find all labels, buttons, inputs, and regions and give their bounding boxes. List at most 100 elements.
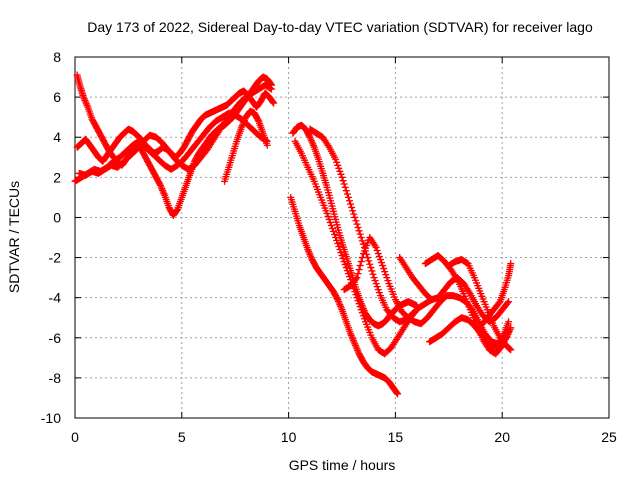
- data-point-interp: [351, 288, 359, 296]
- data-point: [507, 260, 515, 268]
- data-point-interp: [356, 262, 364, 270]
- data-point-interp: [371, 242, 379, 250]
- data-point-interp: [354, 270, 362, 278]
- y-tick-label: 6: [53, 89, 61, 105]
- data-point-interp: [333, 294, 341, 302]
- data-point-interp: [353, 345, 361, 353]
- data-point-interp: [333, 158, 341, 166]
- data-point: [505, 318, 513, 326]
- data-point-interp: [393, 389, 401, 397]
- data-point-interp: [158, 185, 166, 193]
- data-point-interp: [384, 277, 392, 285]
- data-point: [334, 296, 342, 304]
- data-point-interp: [327, 221, 335, 229]
- data-point-interp: [380, 265, 388, 273]
- data-point: [505, 298, 513, 306]
- data-point: [502, 334, 510, 342]
- data-point-interp: [353, 220, 361, 228]
- data-point: [355, 300, 363, 308]
- data-point-interp: [82, 100, 90, 108]
- data-point-interp: [80, 95, 88, 103]
- data-point: [156, 181, 164, 189]
- y-tick-label: 4: [53, 129, 61, 145]
- data-point-interp: [305, 249, 313, 257]
- data-point-interp: [350, 285, 358, 293]
- data-point-interp: [352, 217, 360, 225]
- data-point-interp: [335, 164, 343, 172]
- data-point-interp: [356, 303, 364, 311]
- x-tick-label: 10: [281, 429, 297, 445]
- data-point: [268, 85, 276, 93]
- data-point-interp: [337, 304, 345, 312]
- data-points: [71, 71, 515, 398]
- data-point-interp: [332, 234, 340, 241]
- data-point-interp: [269, 98, 277, 106]
- data-point-interp: [82, 98, 90, 106]
- data-point: [379, 262, 387, 270]
- data-point: [351, 340, 359, 348]
- data-point-interp: [356, 230, 364, 238]
- y-tick-label: -2: [49, 250, 62, 266]
- data-point-interp: [376, 256, 384, 264]
- data-point-interp: [375, 253, 383, 261]
- data-point-interp: [156, 180, 164, 188]
- data-point-interp: [358, 237, 366, 245]
- data-point-interp: [359, 240, 367, 248]
- y-tick-label: 2: [53, 169, 61, 185]
- data-point: [270, 99, 278, 107]
- x-tick-label: 0: [71, 429, 79, 445]
- data-point-interp: [309, 140, 317, 148]
- data-point: [394, 390, 402, 398]
- data-point-interp: [306, 251, 314, 259]
- data-point-interp: [334, 161, 342, 169]
- data-point: [353, 274, 361, 282]
- data-point-interp: [343, 267, 351, 275]
- data-point-interp: [160, 190, 168, 198]
- data-point-interp: [336, 167, 344, 175]
- data-point-interp: [503, 332, 511, 340]
- y-tick-label: -4: [49, 290, 62, 306]
- data-point-interp: [375, 289, 383, 297]
- data-point-interp: [505, 327, 513, 335]
- data-point-interp: [345, 197, 353, 205]
- data-point-interp: [352, 291, 360, 299]
- data-point-interp: [254, 116, 262, 124]
- data-point-interp: [336, 301, 344, 309]
- data-point-interp: [382, 271, 390, 279]
- data-point: [338, 173, 346, 181]
- data-point-interp: [337, 249, 345, 257]
- data-point: [336, 246, 344, 254]
- data-point-interp: [505, 344, 513, 352]
- data-point-interp: [239, 120, 247, 128]
- data-point-interp: [240, 118, 248, 126]
- data-point-interp: [307, 135, 315, 143]
- data-point-interp: [338, 252, 346, 260]
- data-point-interp: [335, 299, 343, 307]
- data-point: [351, 213, 359, 221]
- tick-marks: [74, 56, 610, 419]
- data-point-interp: [334, 297, 342, 305]
- data-point: [323, 209, 331, 217]
- data-point-interp: [337, 302, 345, 310]
- data-point-interp: [159, 186, 167, 194]
- data-point: [332, 155, 340, 163]
- data-point-interp: [305, 132, 313, 140]
- data-point: [372, 244, 380, 252]
- x-tick-labels: 0 5 10 15 20 25: [71, 429, 617, 445]
- data-point-interp: [355, 266, 363, 274]
- data-point-interp: [339, 255, 347, 263]
- data-point-interp: [373, 283, 381, 291]
- data-point: [507, 324, 515, 332]
- data-point-interp: [452, 274, 460, 282]
- data-point-interp: [505, 329, 513, 337]
- data-point-interp: [354, 346, 362, 354]
- data-point: [329, 227, 337, 235]
- data-point-interp: [307, 254, 315, 262]
- data-point-interp: [381, 268, 389, 276]
- data-point-interp: [337, 170, 345, 178]
- data-point-interp: [369, 270, 377, 278]
- data-point-interp: [307, 137, 315, 145]
- data-point-interp: [378, 259, 386, 267]
- data-point-interp: [341, 183, 349, 191]
- data-point-interp: [504, 330, 512, 338]
